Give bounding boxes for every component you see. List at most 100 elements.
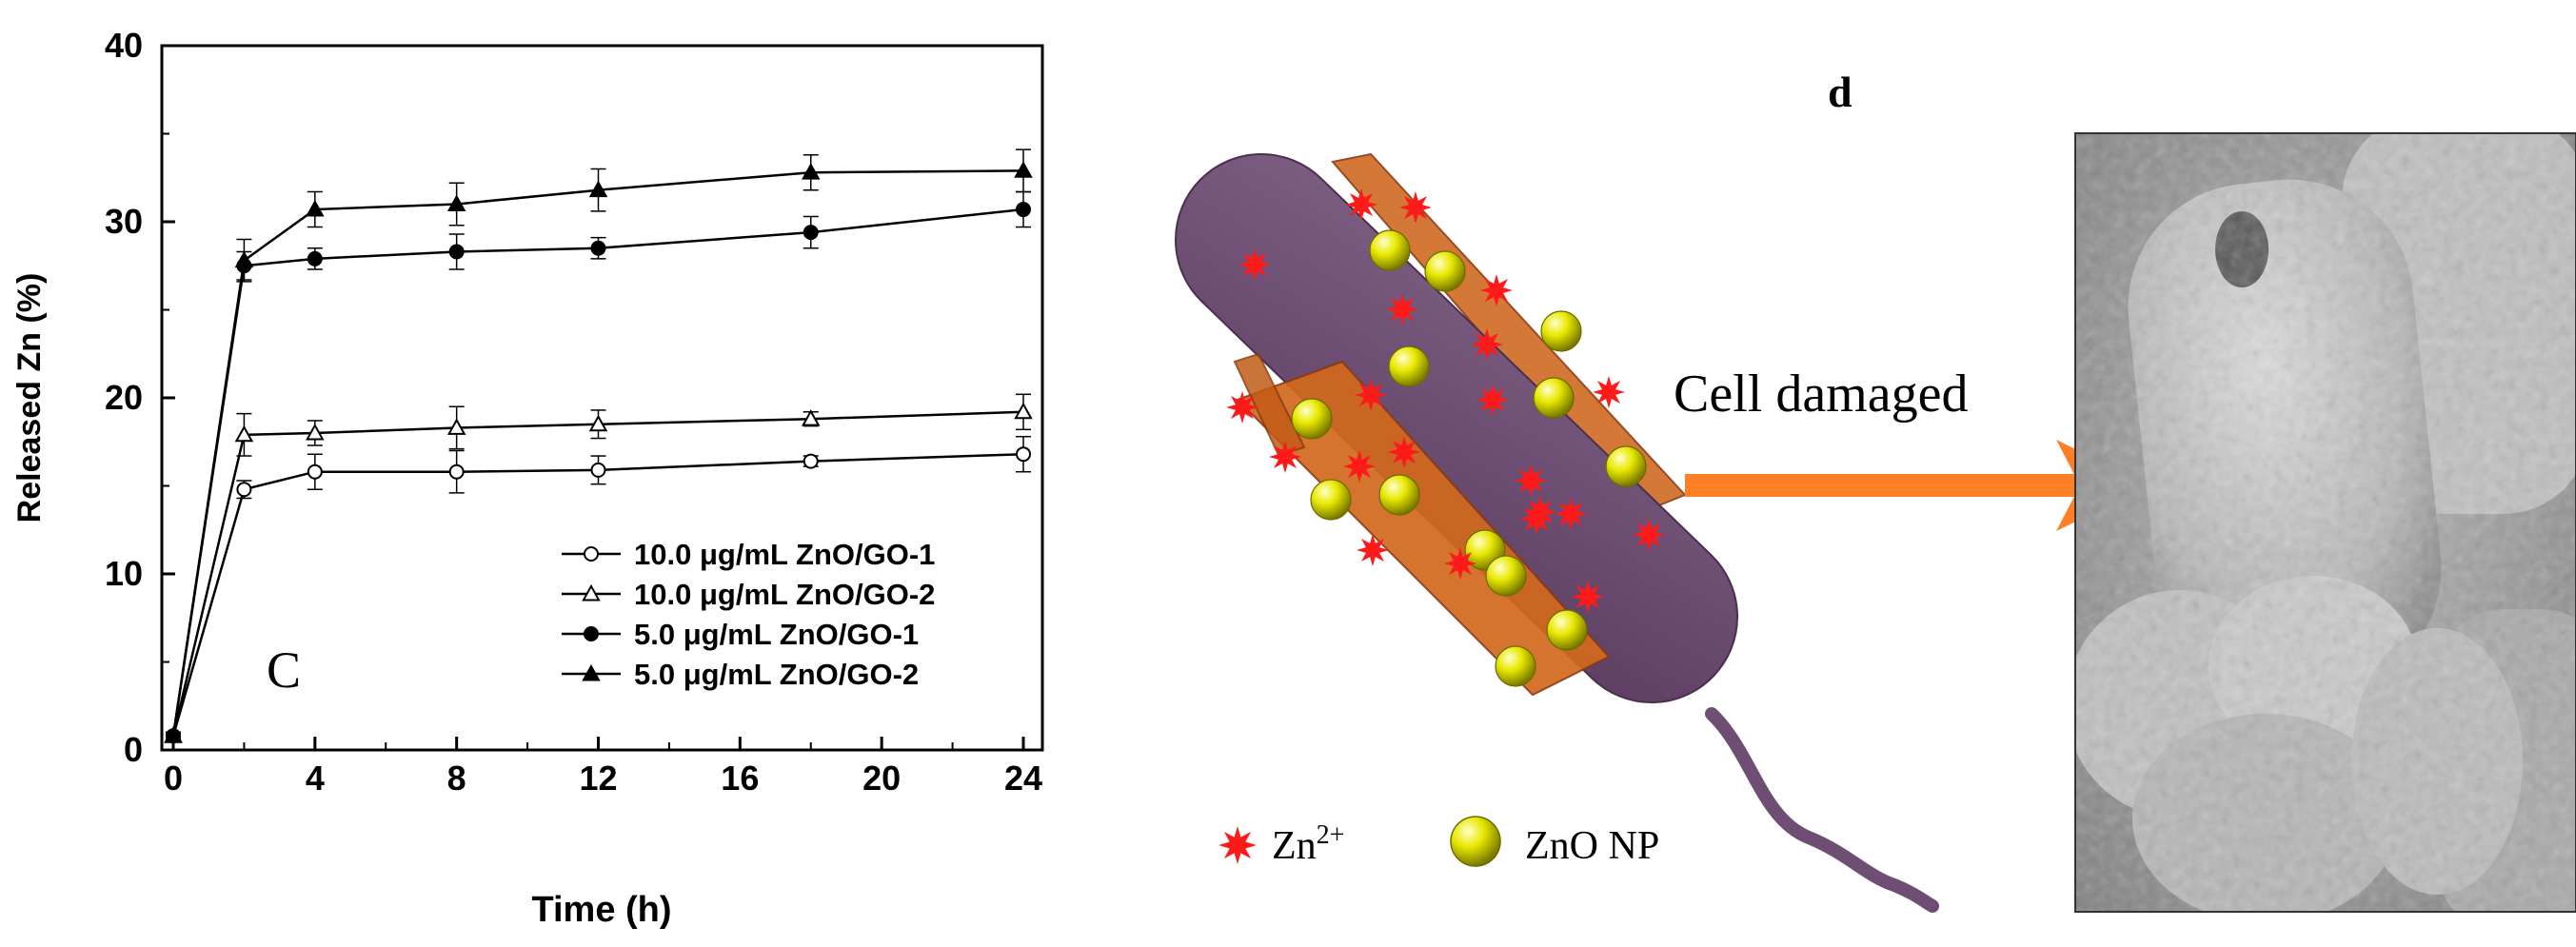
zn-ion-legend-icon <box>1219 826 1257 864</box>
data-point <box>234 250 254 268</box>
zn-ion <box>1515 464 1547 497</box>
zn-ion <box>1269 441 1301 473</box>
data-point <box>1016 202 1031 218</box>
zno-nanoparticle <box>1291 398 1333 440</box>
graphene-sheet-front <box>1236 360 1611 697</box>
zno-nanoparticle <box>1605 445 1647 487</box>
y-tick-label: 40 <box>105 26 143 65</box>
diagram-panel-label: d <box>1828 68 1853 116</box>
y-tick-label: 0 <box>124 730 143 769</box>
legend-marker <box>584 626 599 641</box>
zn-ion <box>1476 384 1509 416</box>
data-point <box>306 199 325 217</box>
zno-np-legend-icon <box>1450 816 1501 867</box>
graphene-sheet-edge <box>1233 352 1306 457</box>
legend-label: 5.0 μg/mL ZnO/GO-2 <box>634 658 919 691</box>
zn-ion <box>1555 498 1587 530</box>
zno-nanoparticle <box>1424 250 1466 292</box>
zno-nanoparticles <box>1291 229 1647 687</box>
chart-legend: 10.0 μg/mL ZnO/GO-1 10.0 μg/mL ZnO/GO-2 5.… <box>562 538 935 691</box>
zn-ion <box>1593 376 1625 408</box>
zno-nanoparticle <box>1369 229 1411 271</box>
zn-ion <box>1343 450 1376 483</box>
legend-marker <box>584 546 599 562</box>
data-point <box>590 462 606 478</box>
data-point <box>236 482 252 498</box>
bacterium-body <box>1174 153 1739 703</box>
zn-ion <box>1388 436 1420 468</box>
zn-ion <box>1345 188 1377 221</box>
zn-ion <box>1480 274 1513 306</box>
data-point <box>446 418 466 435</box>
data-point <box>164 726 183 743</box>
zno-nanoparticle <box>1546 609 1588 651</box>
data-point <box>588 180 608 198</box>
data-point <box>802 163 821 180</box>
data-point <box>234 424 254 443</box>
x-axis: 0 4 8 12 16 20 24 <box>164 737 1042 798</box>
x-tick-label: 4 <box>306 759 325 798</box>
zn-ion <box>1572 581 1604 613</box>
flagellum <box>1705 707 1939 913</box>
zn-ion-legend-label: Zn2+ <box>1272 820 1344 868</box>
release-chart: 0 10 20 30 40 0 4 8 12 16 20 24 Released Zn (%) Ti… <box>11 26 1044 930</box>
series-layer <box>164 148 1033 744</box>
x-tick-label: 0 <box>164 759 183 798</box>
legend-marker <box>582 583 601 602</box>
y-axis: 0 10 20 30 40 <box>105 26 175 769</box>
data-point <box>1014 161 1033 178</box>
zn-ion-legend-star <box>1219 826 1257 864</box>
zn-ion-legend-superscript: 2+ <box>1317 820 1345 850</box>
zn-ion <box>1355 379 1387 411</box>
data-point <box>307 250 323 266</box>
zno-nanoparticle <box>1485 555 1527 597</box>
zn-ion <box>1520 503 1553 535</box>
legend-marker <box>582 663 601 681</box>
data-point <box>802 409 821 426</box>
zno-nanoparticle <box>1495 645 1536 687</box>
data-point <box>1014 402 1033 420</box>
zn-ion <box>1633 519 1665 551</box>
zn-ion <box>1357 534 1389 566</box>
y-tick-label: 20 <box>105 378 143 417</box>
legend-label: 10.0 μg/mL ZnO/GO-1 <box>634 538 935 571</box>
x-axis-label: Time (h) <box>531 890 671 930</box>
x-tick-label: 16 <box>721 759 759 798</box>
x-tick-label: 8 <box>447 759 466 798</box>
zno-nanoparticle <box>1533 377 1575 419</box>
data-point <box>306 423 325 441</box>
zno-nanoparticle <box>1310 479 1352 521</box>
zn-ion <box>1444 547 1476 580</box>
zn-ion <box>1471 328 1503 361</box>
x-tick-label: 20 <box>862 759 901 798</box>
zno-nanoparticle <box>1540 310 1582 352</box>
x-tick-label: 24 <box>1004 759 1042 798</box>
sem-image <box>2074 132 2576 913</box>
data-point <box>448 244 465 260</box>
sem-grain <box>2075 133 2576 912</box>
damage-arrow-shaft <box>1685 474 2077 497</box>
zno-np-legend-label: ZnO NP <box>1525 824 1659 868</box>
zn-ion <box>1386 293 1418 326</box>
y-tick-label: 30 <box>105 202 143 241</box>
data-point <box>1016 446 1031 463</box>
data-point <box>803 225 819 241</box>
diagram-legend: Zn2+ ZnO NP <box>1219 816 1659 868</box>
zn-ion-legend-text: Zn <box>1272 824 1317 868</box>
series-4 <box>164 148 1033 743</box>
legend-label: 10.0 μg/mL ZnO/GO-2 <box>634 578 935 611</box>
legend-label: 5.0 μg/mL ZnO/GO-1 <box>634 618 919 651</box>
mechanism-diagram: d Zn2+ ZnO NP Cell damaged <box>1174 68 2150 913</box>
chart-panel-label: C <box>267 641 301 699</box>
zn-ion <box>1226 391 1258 424</box>
x-tick-label: 12 <box>579 759 617 798</box>
data-point <box>590 240 606 256</box>
sem-frame <box>2074 132 2576 913</box>
y-tick-label: 10 <box>105 554 143 593</box>
data-point <box>588 414 608 432</box>
data-point <box>446 194 466 211</box>
zn-ion <box>1238 248 1271 281</box>
zn-ions <box>1226 188 1665 613</box>
